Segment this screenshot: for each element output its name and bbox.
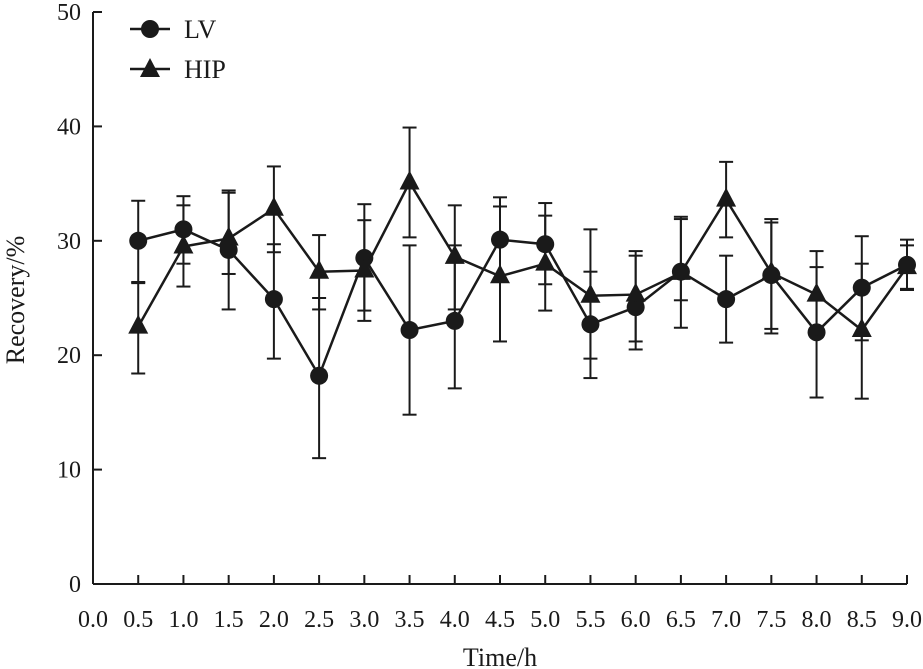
x-tick-label-16: 8.0 xyxy=(802,607,832,633)
x-tick-label-14: 7.0 xyxy=(711,607,741,633)
x-tick-label-13: 6.5 xyxy=(666,607,696,633)
point-hip-0 xyxy=(128,314,149,334)
point-hip-12 xyxy=(670,260,691,280)
point-hip-3 xyxy=(263,196,284,216)
point-lv-4 xyxy=(310,366,329,385)
point-lv-7 xyxy=(445,311,464,330)
x-tick-label-3: 1.5 xyxy=(214,607,244,633)
series-line-lv xyxy=(137,228,908,379)
point-hip-1 xyxy=(173,234,194,254)
y-tick-label-4: 40 xyxy=(57,114,81,140)
point-hip-14 xyxy=(761,260,782,280)
x-axis-title: Time/h xyxy=(463,643,537,669)
x-tick-label-1: 0.5 xyxy=(123,607,153,633)
x-tick-label-9: 4.5 xyxy=(485,607,515,633)
y-tick-label-2: 20 xyxy=(57,343,81,369)
y-tick-label-5: 50 xyxy=(57,0,81,26)
point-lv-13 xyxy=(717,290,736,309)
y-axis-title: Recovery/% xyxy=(1,236,30,365)
legend-marker-hip xyxy=(140,58,160,77)
point-hip-13 xyxy=(716,187,737,207)
x-tick-label-7: 3.5 xyxy=(395,607,425,633)
x-tick-label-10: 5.0 xyxy=(530,607,560,633)
x-tick-label-5: 2.5 xyxy=(304,607,334,633)
x-ticks: 0.0 0.5 1.0 1.5 2.0 2.5 3.0 3.5 4.0 4.5 5.0 5.5 6.0 6… xyxy=(78,575,922,633)
series-layer xyxy=(128,126,917,460)
point-hip-11 xyxy=(625,282,646,302)
y-tick-label-3: 30 xyxy=(57,229,81,255)
point-hip-7 xyxy=(444,244,465,264)
series-hip xyxy=(128,126,917,400)
legend-label-lv: LV xyxy=(184,15,216,44)
point-lv-3 xyxy=(264,290,283,309)
point-hip-5 xyxy=(354,258,375,278)
x-tick-label-4: 2.0 xyxy=(259,607,289,633)
x-tick-label-17: 8.5 xyxy=(847,607,877,633)
x-tick-label-15: 7.5 xyxy=(756,607,786,633)
legend: LV HIP xyxy=(130,15,226,84)
x-tick-label-11: 5.5 xyxy=(575,607,605,633)
x-tick-label-6: 3.0 xyxy=(349,607,379,633)
point-lv-0 xyxy=(129,231,148,250)
series-line-hip xyxy=(137,179,909,332)
point-hip-9 xyxy=(535,251,556,271)
x-tick-label-18: 9.0 xyxy=(892,607,922,633)
x-tick-label-2: 1.0 xyxy=(168,607,198,633)
point-hip-2 xyxy=(218,226,239,246)
y-tick-label-0: 0 xyxy=(69,572,81,598)
point-hip-16 xyxy=(851,318,872,338)
point-hip-8 xyxy=(490,264,510,284)
point-hip-15 xyxy=(806,282,827,302)
point-hip-6 xyxy=(399,170,420,190)
point-hip-17 xyxy=(897,255,917,275)
legend-label-hip: HIP xyxy=(184,55,226,84)
x-tick-label-12: 6.0 xyxy=(621,607,651,633)
y-ticks: 0 10 20 30 40 50 xyxy=(57,0,102,598)
point-hip-10 xyxy=(580,283,601,303)
point-hip-4 xyxy=(309,259,330,279)
point-lv-6 xyxy=(400,321,419,340)
legend-marker-lv xyxy=(141,20,159,38)
error-bar-hip-12 xyxy=(673,215,688,302)
x-tick-label-0: 0.0 xyxy=(78,607,108,633)
series-lv xyxy=(129,189,916,460)
x-tick-label-8: 4.0 xyxy=(440,607,470,633)
y-tick-label-1: 10 xyxy=(57,458,81,484)
